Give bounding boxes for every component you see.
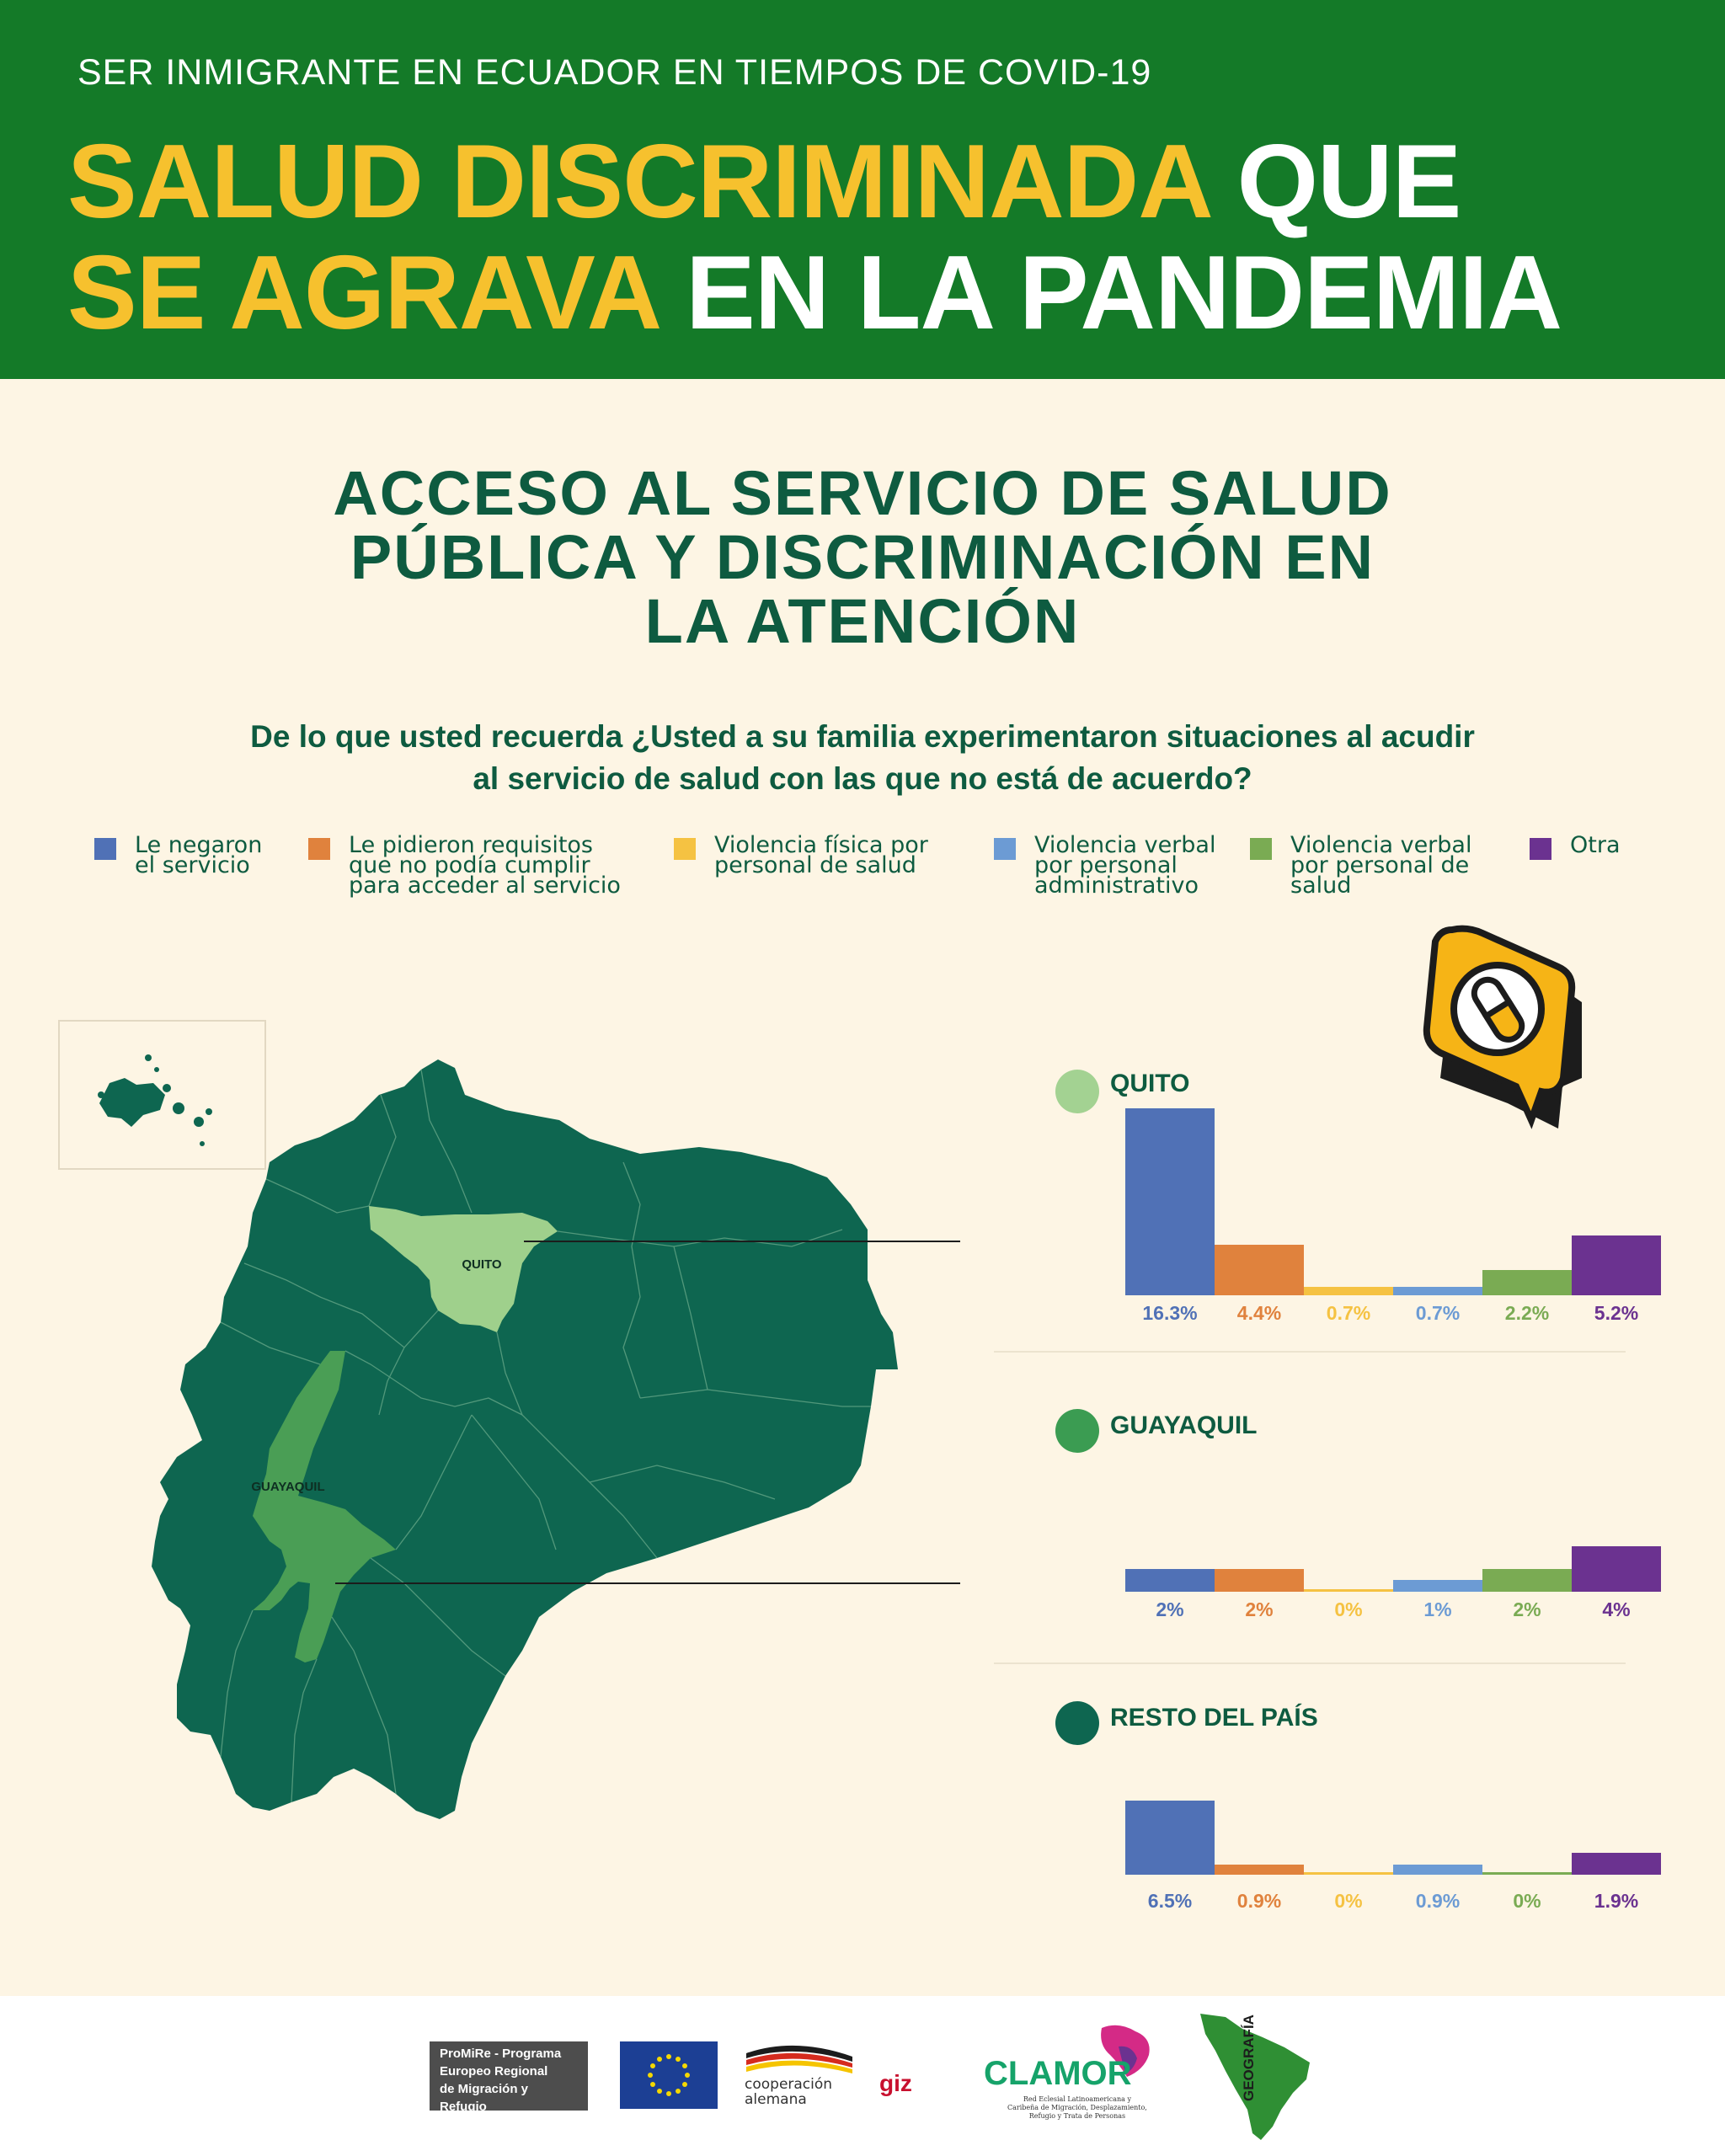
bar-value-label-2-2: 0% [1334, 1890, 1363, 1912]
map-label-quito: QUITO [462, 1257, 502, 1272]
cooperacion-alemana-logo: cooperación alemana [745, 2040, 854, 2111]
bar-2-5 [1572, 1853, 1661, 1875]
eu-flag-logo [620, 2041, 718, 2109]
headline-line1-yellow: SALUD DISCRIMINADA [67, 124, 1210, 240]
header-banner: SER INMIGRANTE EN ECUADOR EN TIEMPOS DE … [0, 0, 1725, 379]
bar-2-1 [1215, 1864, 1304, 1875]
bar-value-label-0-0: 16.3% [1142, 1302, 1198, 1324]
eu-stars-icon [648, 2054, 690, 2096]
footer [0, 1996, 1725, 2156]
bar-2-3 [1393, 1864, 1482, 1875]
question-line2: al servicio de salud con las que no está… [473, 761, 1252, 796]
ecuador-map: QUITO GUAYAQUIL [58, 1020, 960, 1819]
bar-value-label-2-5: 1.9% [1594, 1890, 1639, 1912]
bar-2-2 [1304, 1872, 1393, 1875]
headline-line2-white: EN LA PANDEMIA [686, 235, 1562, 351]
legend-item-verbal-admin: Violencia verbal por personal administrati… [994, 834, 1215, 897]
quito-dot [1055, 1070, 1099, 1113]
bar-value-label-1-1: 2% [1245, 1598, 1274, 1620]
legend-swatch [94, 838, 116, 860]
bar-0-2 [1304, 1287, 1393, 1295]
question-line1: De lo que usted recuerda ¿Usted a su fam… [250, 719, 1475, 754]
bar-1-1 [1215, 1568, 1304, 1592]
bar-0-1 [1215, 1245, 1304, 1295]
bar-value-label-2-0: 6.5% [1147, 1890, 1193, 1912]
headline-line1-white: QUE [1236, 124, 1462, 240]
resto-dot [1055, 1701, 1099, 1745]
bar-value-label-1-4: 2% [1513, 1598, 1541, 1620]
bar-1-3 [1393, 1580, 1482, 1592]
connector-quito [524, 1241, 960, 1242]
section-title-line2: PÚBLICA Y DISCRIMINACIÓN EN [350, 522, 1375, 592]
divider-2 [994, 1662, 1626, 1664]
bar-value-label-0-2: 0.7% [1326, 1302, 1371, 1324]
medicine-chat-icon [1423, 925, 1582, 1129]
clamor-logo: CLAMOR Red Eclesial Latinoamericana y Ca… [984, 2025, 1178, 2120]
quito-region [369, 1206, 558, 1332]
legend-item-denied: Le negaron el servicio [94, 834, 262, 877]
bar-0-3 [1393, 1287, 1482, 1295]
legend-swatch [674, 838, 696, 860]
bar-value-label-0-4: 2.2% [1504, 1302, 1550, 1324]
galapagos-islands [98, 1054, 212, 1146]
bar-2-0 [1125, 1800, 1215, 1875]
bar-0-0 [1125, 1108, 1215, 1295]
bar-value-label-1-3: 1% [1423, 1598, 1452, 1620]
promire-logo: ProMiRe - Programa Europeo Regional de M… [430, 2041, 588, 2114]
bar-value-label-2-4: 0% [1513, 1890, 1541, 1912]
bar-value-label-1-0: 2% [1156, 1598, 1184, 1620]
map-label-guayaquil: GUAYAQUIL [251, 1480, 324, 1494]
bar-0-4 [1482, 1270, 1572, 1295]
headline: SALUD DISCRIMINADA QUE SE AGRAVA EN LA P… [67, 126, 1562, 349]
chart-title-resto: RESTO DEL PAÍS [1110, 1704, 1318, 1732]
legend-item-other: Otra [1530, 834, 1620, 860]
section-title-line3: LA ATENCIÓN [644, 586, 1081, 656]
legend-swatch [308, 838, 330, 860]
section-title: ACCESO AL SERVICIO DE SALUD PÚBLICA Y DI… [0, 462, 1725, 654]
bar-1-0 [1125, 1568, 1215, 1592]
geografia-critica-logo: GEOGRAFÍA [1192, 2009, 1318, 2143]
chart-title-quito: QUITO [1110, 1070, 1190, 1097]
german-flag-swoosh-icon [746, 2045, 852, 2073]
headline-line2-yellow: SE AGRAVA [67, 235, 659, 351]
bar-value-label-2-3: 0.9% [1415, 1890, 1461, 1912]
bar-value-label-1-5: 4% [1602, 1598, 1631, 1620]
legend-item-physical-violence: Violencia física por personal de salud [674, 834, 928, 877]
chart-title-guayaquil: GUAYAQUIL [1110, 1412, 1258, 1439]
legend-swatch [1530, 838, 1551, 860]
legend-swatch [1250, 838, 1272, 860]
bar-1-2 [1304, 1589, 1393, 1592]
divider-1 [994, 1351, 1626, 1353]
latin-america-map-icon [1200, 2014, 1310, 2140]
giz-logo: giz [879, 2070, 912, 2096]
survey-question: De lo que usted recuerda ¿Usted a su fam… [126, 716, 1599, 800]
section-title-line1: ACCESO AL SERVICIO DE SALUD [333, 458, 1392, 528]
bar-1-5 [1572, 1545, 1661, 1592]
kicker-text: SER INMIGRANTE EN ECUADOR EN TIEMPOS DE … [77, 52, 1152, 93]
clamor-map-icon [1101, 2025, 1150, 2077]
legend-swatch [994, 838, 1016, 860]
bar-1-4 [1482, 1568, 1572, 1592]
connector-guayaquil [335, 1582, 960, 1584]
bar-value-label-0-1: 4.4% [1236, 1302, 1282, 1324]
bar-0-5 [1572, 1235, 1661, 1295]
bar-2-4 [1482, 1872, 1572, 1875]
guayaquil-dot [1055, 1409, 1099, 1453]
bar-value-label-0-5: 5.2% [1594, 1302, 1639, 1324]
ecuador-mainland [152, 1059, 898, 1819]
legend-item-verbal-health: Violencia verbal por personal de salud [1250, 834, 1471, 897]
bar-value-label-0-3: 0.7% [1415, 1302, 1461, 1324]
legend-item-requirements: Le pidieron requisitos que no podía cumpl… [308, 834, 621, 897]
guayaquil-region [253, 1351, 396, 1662]
bar-value-label-2-1: 0.9% [1236, 1890, 1282, 1912]
bar-value-label-1-2: 0% [1334, 1598, 1363, 1620]
